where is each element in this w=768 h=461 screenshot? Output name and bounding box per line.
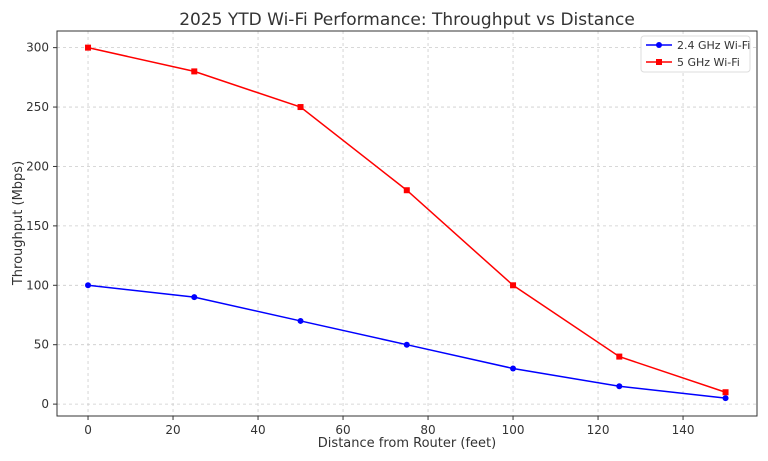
y-tick-label: 200: [26, 159, 49, 173]
data-point: [191, 68, 198, 75]
data-point: [297, 317, 304, 324]
ticks: 0 20 40 60 80 100 120 140 0 50 100 150 200 250 300: [26, 41, 694, 437]
data-point: [616, 383, 623, 390]
data-point: [85, 282, 92, 289]
series-line: [87, 46, 726, 393]
y-axis-label: Throughput (Mbps): [11, 161, 26, 286]
legend-label: 2.4 GHz Wi-Fi: [677, 39, 750, 52]
data-point: [297, 104, 304, 111]
y-tick-label: 300: [26, 41, 49, 55]
x-tick-label: 0: [84, 423, 92, 437]
x-tick-label: 100: [502, 423, 525, 437]
data-point: [403, 187, 410, 194]
grid: [57, 31, 757, 416]
data-point: [616, 353, 623, 360]
legend-label: 5 GHz Wi-Fi: [677, 56, 740, 69]
y-tick-label: 250: [26, 100, 49, 114]
legend-marker: [656, 59, 662, 65]
series: [85, 44, 729, 402]
x-tick-label: 40: [250, 423, 265, 437]
y-tick-label: 0: [41, 397, 49, 411]
plot-frame: [56, 30, 758, 417]
legend-marker: [656, 42, 662, 48]
data-point: [85, 44, 92, 51]
y-tick-label: 150: [26, 219, 49, 233]
legend: 2.4 GHz Wi-Fi 5 GHz Wi-Fi: [640, 35, 751, 73]
data-point: [191, 294, 198, 301]
x-axis-label: Distance from Router (feet): [318, 436, 496, 451]
x-tick-label: 20: [165, 423, 180, 437]
data-point: [722, 389, 729, 396]
x-tick-label: 80: [420, 423, 435, 437]
y-tick-label: 100: [26, 278, 49, 292]
data-point: [510, 282, 517, 289]
y-tick-label: 50: [34, 338, 49, 352]
data-point: [722, 395, 729, 402]
x-tick-label: 60: [335, 423, 350, 437]
x-tick-label: 120: [587, 423, 610, 437]
data-point: [403, 341, 410, 348]
data-point: [510, 365, 517, 372]
chart-title: 2025 YTD Wi-Fi Performance: Throughput v…: [179, 10, 635, 30]
x-tick-label: 140: [672, 423, 695, 437]
